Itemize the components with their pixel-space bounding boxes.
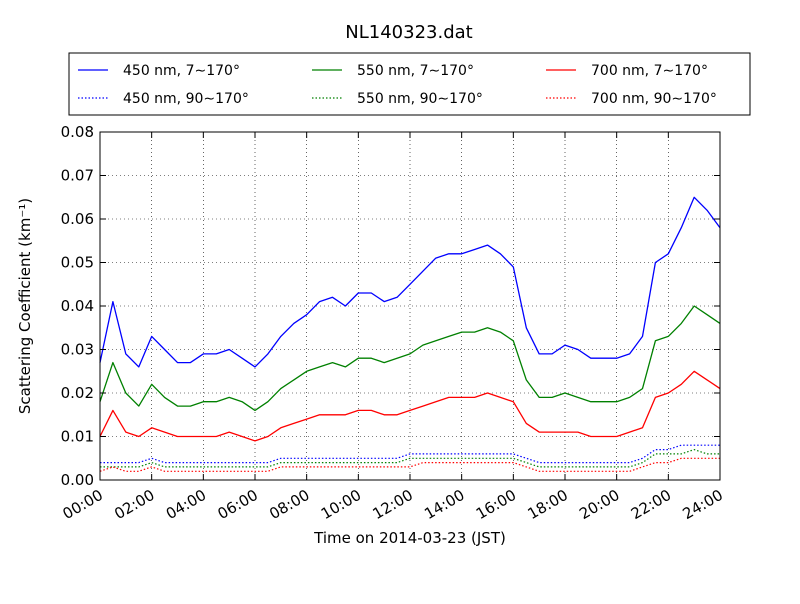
y-tick-label: 0.08 [61, 123, 94, 141]
x-tick-label: 06:00 [215, 486, 261, 523]
series-line-1 [99, 305, 721, 412]
x-tick-label: 10:00 [318, 486, 364, 523]
legend-label-1: 550 nm, 7∼170° [357, 63, 474, 79]
x-tick-label: 24:00 [680, 486, 726, 523]
y-tick-label: 0.04 [61, 297, 94, 315]
y-axis: 0.00 0.01 0.02 0.03 0.04 0.05 0.06 0.07 0.08 [61, 123, 720, 489]
y-tick-label: 0.03 [61, 341, 94, 359]
legend-label-0: 450 nm, 7∼170° [123, 63, 240, 79]
y-tick-label: 0.06 [61, 210, 94, 228]
legend-label-4: 550 nm, 90∼170° [357, 91, 483, 107]
series-line-2 [99, 370, 721, 442]
y-tick-label: 0.01 [61, 428, 94, 446]
series-line-0 [99, 196, 721, 368]
y-tick-label: 0.00 [61, 471, 94, 489]
x-axis-label: Time on 2014-03-23 (JST) [313, 529, 506, 547]
y-tick-label: 0.07 [61, 167, 94, 185]
x-tick-label: 12:00 [370, 486, 416, 523]
series-line-3 [100, 444, 720, 464]
x-tick-label: 14:00 [421, 486, 467, 523]
series-line-4 [100, 449, 720, 468]
x-tick-label: 08:00 [266, 486, 312, 523]
x-tick-label: 22:00 [628, 486, 674, 523]
legend-label-2: 700 nm, 7∼170° [591, 63, 708, 79]
legend: 450 nm, 7∼170° 550 nm, 7∼170° 700 nm, 7∼17… [68, 52, 751, 116]
x-tick-label: 18:00 [525, 486, 571, 523]
legend-label-5: 700 nm, 90∼170° [591, 91, 717, 107]
x-tick-label: 02:00 [111, 486, 157, 523]
chart-title: NL140323.dat [345, 22, 472, 43]
series-line-5 [99, 457, 720, 472]
legend-box [68, 52, 751, 116]
series-layer [99, 196, 721, 472]
x-tick-label: 20:00 [576, 486, 622, 523]
y-tick-label: 0.02 [61, 384, 94, 402]
y-axis-label: Scattering Coefficient (km⁻¹) [16, 198, 34, 414]
x-tick-label: 16:00 [473, 486, 519, 523]
x-tick-label: 04:00 [163, 486, 209, 523]
y-tick-label: 0.05 [61, 254, 94, 272]
legend-label-3: 450 nm, 90∼170° [123, 91, 249, 107]
x-tick-label: 00:00 [60, 486, 106, 523]
